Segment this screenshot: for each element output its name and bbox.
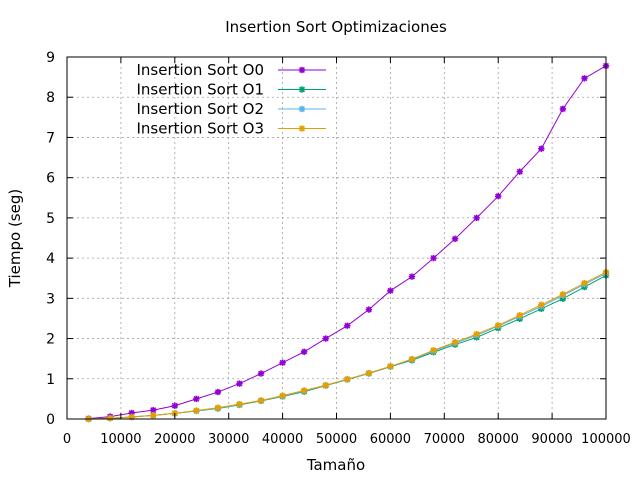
data-point xyxy=(300,387,308,394)
data-point xyxy=(214,388,222,396)
data-point xyxy=(538,145,545,152)
ticks: 0 10000 20000 30000 40000 50000 60000 70000 8000… xyxy=(46,50,631,447)
data-point xyxy=(559,291,567,298)
x-tick-label: 50000 xyxy=(316,432,357,447)
data-point xyxy=(387,363,394,370)
data-point xyxy=(257,397,265,404)
data-point xyxy=(150,412,157,419)
data-point xyxy=(322,382,329,389)
data-point xyxy=(365,306,373,313)
y-tick-label: 9 xyxy=(46,50,55,66)
data-point xyxy=(106,414,114,422)
data-point xyxy=(171,402,178,409)
data-point xyxy=(193,395,200,403)
x-tick-label: 20000 xyxy=(154,432,195,447)
y-tick-label: 2 xyxy=(46,332,55,348)
legend-label: Insertion Sort O1 xyxy=(136,81,264,99)
data-point xyxy=(581,279,588,287)
x-tick-label: 0 xyxy=(63,432,71,447)
x-tick-label: 90000 xyxy=(531,432,572,447)
legend-marker xyxy=(298,86,306,93)
data-point xyxy=(430,254,437,262)
data-point xyxy=(516,168,523,175)
x-tick-label: 40000 xyxy=(262,432,303,447)
chart-title: Insertion Sort Optimizaciones xyxy=(225,18,447,36)
legend-label: Insertion Sort O2 xyxy=(136,100,264,118)
y-tick-label: 8 xyxy=(46,90,55,106)
data-point xyxy=(495,192,502,200)
data-point xyxy=(516,312,523,319)
y-tick-label: 0 xyxy=(46,412,55,428)
data-point xyxy=(451,338,459,346)
legend-label: Insertion Sort O3 xyxy=(136,120,264,138)
data-point xyxy=(300,348,308,356)
data-point xyxy=(473,214,480,222)
y-tick-label: 4 xyxy=(46,251,55,267)
data-point xyxy=(322,335,329,342)
data-point xyxy=(538,301,545,308)
data-point xyxy=(214,404,222,411)
data-point xyxy=(408,273,416,280)
data-point xyxy=(408,355,416,363)
data-point xyxy=(451,235,459,243)
legend-marker xyxy=(298,105,306,113)
data-point xyxy=(344,375,351,383)
data-point xyxy=(559,105,567,113)
legend-marker xyxy=(298,66,306,74)
x-tick-label: 60000 xyxy=(370,432,411,447)
data-point xyxy=(279,359,286,366)
data-point xyxy=(279,392,286,399)
x-tick-label: 100000 xyxy=(581,432,631,447)
grid xyxy=(67,57,606,419)
data-point xyxy=(365,369,373,377)
data-point xyxy=(581,75,588,82)
y-tick-label: 7 xyxy=(46,130,55,146)
x-tick-label: 30000 xyxy=(208,432,249,447)
data-point xyxy=(473,330,480,338)
data-point xyxy=(257,370,265,377)
data-point xyxy=(193,407,200,414)
data-point xyxy=(236,380,243,387)
data-point xyxy=(236,400,243,408)
legend-marker xyxy=(298,125,306,132)
data-point xyxy=(495,322,502,329)
data-point xyxy=(387,287,394,294)
y-tick-label: 1 xyxy=(46,372,55,388)
data-point xyxy=(344,322,351,329)
data-point xyxy=(430,347,437,354)
y-tick-label: 3 xyxy=(46,291,55,307)
x-tick-label: 70000 xyxy=(424,432,465,447)
x-tick-label: 80000 xyxy=(478,432,519,447)
legend-label: Insertion Sort O0 xyxy=(136,61,264,79)
y-axis-title: Tiempo (seg) xyxy=(6,189,24,288)
y-tick-label: 6 xyxy=(46,171,55,187)
x-axis-title: Tamaño xyxy=(306,456,365,474)
y-tick-label: 5 xyxy=(46,211,55,227)
x-tick-label: 10000 xyxy=(100,432,141,447)
